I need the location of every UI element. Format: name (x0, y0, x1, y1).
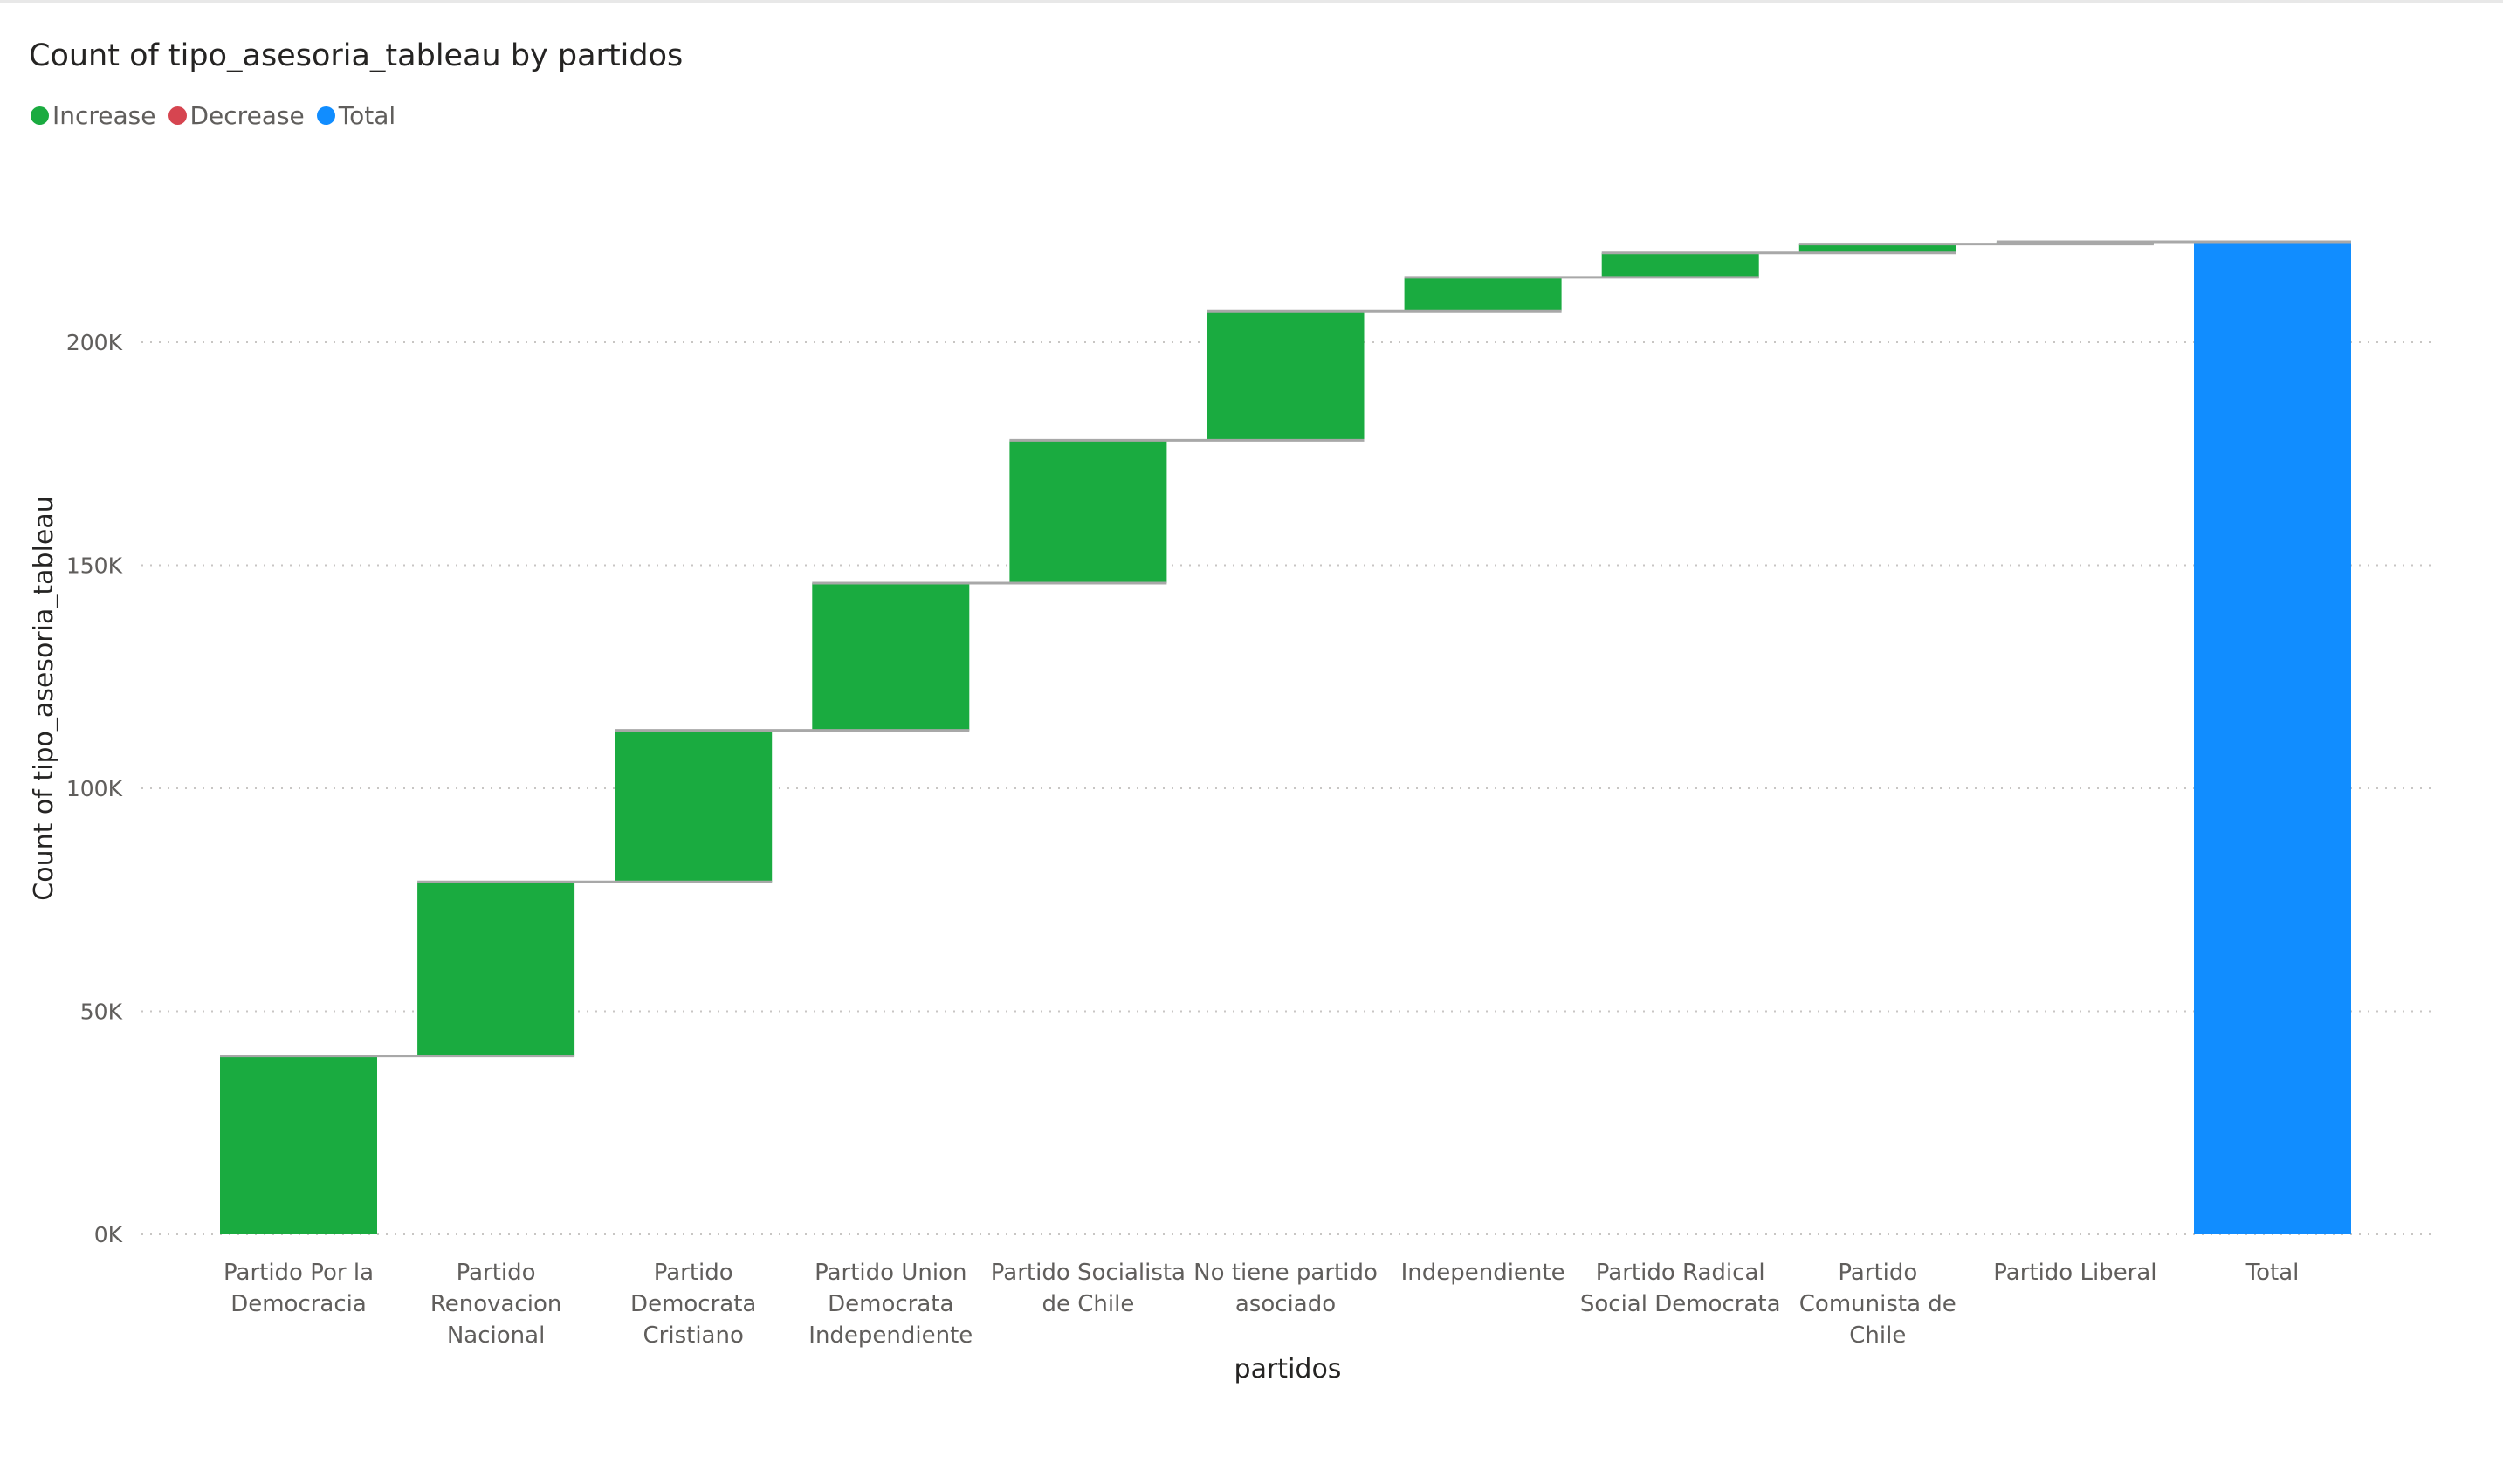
waterfall-bar[interactable] (417, 882, 575, 1056)
x-category-label: Partido Renovacion Nacional (430, 1260, 562, 1349)
y-tick-label: 100K (66, 776, 123, 801)
gridlines (141, 341, 2436, 1235)
legend-decrease-label: Decrease (189, 101, 305, 130)
x-category-label: Partido Radical Social Democrata (1580, 1260, 1781, 1317)
x-category-label: Partido Democrata Cristiano (630, 1260, 756, 1349)
legend-total-marker (316, 106, 335, 125)
y-tick-label: 50K (80, 1000, 123, 1025)
x-category-label: Partido Liberal (1993, 1260, 2156, 1286)
legend-increase-marker (31, 106, 49, 125)
waterfall-bar[interactable] (1404, 277, 1562, 312)
chart-title: Count of tipo_asesoria_tableau by partid… (29, 38, 684, 73)
x-category-label: No tiene partido asociado (1193, 1260, 1378, 1317)
waterfall-bar[interactable] (220, 1055, 377, 1234)
waterfall-bar[interactable] (615, 730, 773, 883)
bars (220, 242, 2351, 1234)
y-tick-label: 200K (66, 330, 123, 355)
x-category-label: Partido Union Democrata Independiente (808, 1260, 973, 1349)
y-tick-label: 150K (66, 553, 123, 579)
legend-item-decrease[interactable]: Decrease (168, 101, 305, 130)
legend-increase-label: Increase (52, 101, 156, 130)
waterfall-bar[interactable] (1601, 252, 1759, 278)
x-category-label: Partido Por la Democracia (223, 1260, 374, 1317)
connectors (220, 240, 2351, 1058)
y-tick-label: 0K (94, 1222, 123, 1247)
x-category-label: Partido Socialista de Chile (991, 1260, 1186, 1317)
waterfall-bar[interactable] (1207, 311, 1365, 441)
legend-item-increase[interactable]: Increase (31, 101, 156, 130)
waterfall-bar[interactable] (1009, 440, 1167, 583)
total-bar[interactable] (2194, 242, 2351, 1234)
x-category-label: Total (2245, 1260, 2300, 1286)
x-axis-title: partidos (1234, 1354, 1342, 1384)
x-category-label: Independiente (1401, 1260, 1565, 1286)
legend-total-label: Total (338, 101, 396, 130)
legend[interactable]: Increase Decrease Total (31, 101, 408, 130)
waterfall-bar[interactable] (812, 582, 970, 731)
legend-item-total[interactable]: Total (316, 101, 396, 130)
x-axis-categories: Partido Por la Democracia Partido Renovacio… (223, 1260, 2299, 1349)
top-border (0, 0, 2503, 3)
x-category-label: Partido Comunista de Chile (1799, 1260, 1956, 1349)
legend-decrease-marker (168, 106, 187, 125)
y-axis-ticks: 0K 50K 100K 150K 200K (66, 330, 123, 1247)
y-axis-title: Count of tipo_asesoria_tableau (29, 496, 59, 900)
waterfall-bar[interactable] (1798, 244, 1956, 253)
